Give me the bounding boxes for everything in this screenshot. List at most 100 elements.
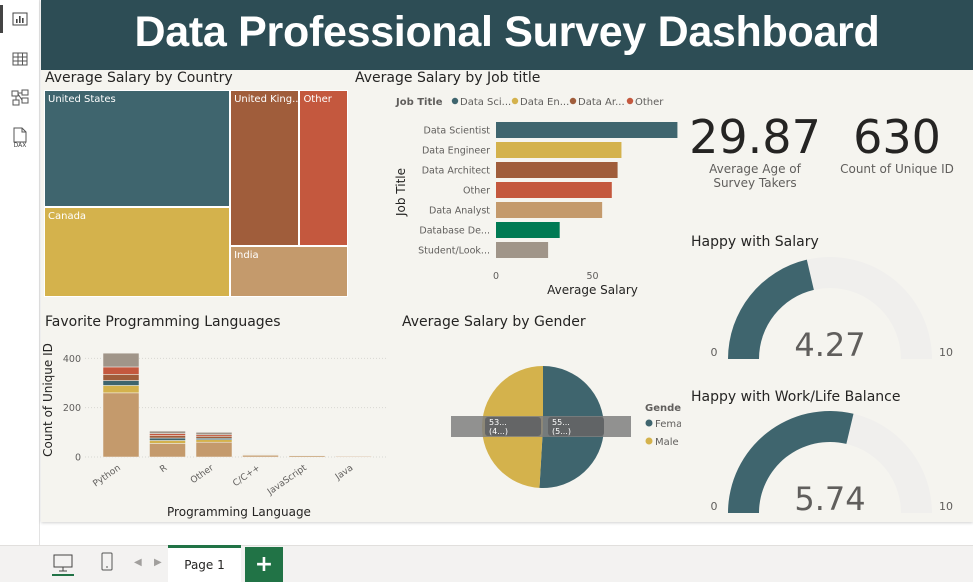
- unique-id-count-label: Count of Unique ID: [840, 162, 954, 176]
- job-bar: [496, 242, 549, 258]
- treemap-tile[interactable]: Canada: [44, 206, 231, 297]
- treemap-tile[interactable]: India: [230, 246, 348, 297]
- job-x-axis-label: Average Salary: [547, 283, 638, 297]
- lang-bar-segment: [102, 392, 140, 458]
- happy-balance-gauge: 5.74 0 10: [711, 411, 953, 518]
- lang-bar-segment: [149, 433, 186, 436]
- gender-data-label-sub: (5...): [552, 427, 571, 436]
- gauge-min-label: 0: [711, 346, 718, 359]
- job-title-bar-chart: Job Title Data Sci... Data En... Data Ar...…: [394, 97, 680, 297]
- programming-languages-stacked-chart: 0 200 400 Python R Other C/C++ JavaScript Java Pr…: [41, 343, 387, 519]
- happy-salary-gauge: 4.27 0 10: [711, 257, 953, 364]
- job-legend-title: Job Title: [395, 97, 443, 108]
- languages-visual-title: Favorite Programming Languages: [45, 314, 281, 330]
- treemap-tile-label: United States: [48, 94, 116, 105]
- lang-bar-segment: [195, 439, 233, 443]
- lang-x-tick: Java: [333, 463, 355, 483]
- average-age-value: 29.87: [689, 110, 821, 164]
- job-tick-label: Data Architect: [422, 166, 491, 177]
- mobile-layout-icon[interactable]: [100, 552, 114, 572]
- dax-view-icon[interactable]: DAX: [9, 127, 31, 149]
- gender-data-label-box: [485, 417, 541, 436]
- next-page-icon[interactable]: ▶: [154, 557, 162, 568]
- unique-id-count-value: 630: [853, 110, 941, 164]
- lang-bar-segment: [102, 385, 140, 394]
- lang-bar-segment: [149, 440, 186, 444]
- treemap-tile[interactable]: United King...: [230, 90, 302, 247]
- job-bar: [496, 122, 678, 138]
- lang-bar-segment: [195, 432, 233, 436]
- job-bar: [496, 202, 603, 218]
- happy-balance-title: Happy with Work/Life Balance: [691, 389, 901, 405]
- job-legend-label: Data En...: [520, 97, 569, 108]
- lang-x-tick: R: [158, 463, 169, 475]
- previous-page-icon[interactable]: ◀: [134, 557, 142, 568]
- view-switcher-rail: DAX: [0, 0, 40, 545]
- dashboard-title: Data Professional Survey Dashboard: [134, 8, 880, 56]
- lang-x-tick: JavaScript: [265, 463, 309, 498]
- report-view-icon[interactable]: [9, 8, 31, 30]
- gender-pie-chart: 55...(5...) 53...(4...) Gender Female Male: [451, 366, 681, 488]
- lang-bar-segment: [149, 443, 186, 458]
- lang-bar-segment: [102, 380, 140, 386]
- job-bar: [496, 222, 560, 238]
- dax-label: DAX: [14, 142, 27, 149]
- job-tick-label: Database De...: [419, 226, 490, 237]
- treemap-tile-label: United King...: [234, 94, 302, 105]
- model-view-icon[interactable]: [9, 87, 31, 109]
- lang-bar-segment: [195, 441, 233, 458]
- job-tick-label: Student/Look...: [418, 246, 490, 257]
- job-legend-label: Data Sci...: [460, 97, 511, 108]
- gauge-min-label: 0: [711, 500, 718, 513]
- job-legend-marker: [511, 97, 519, 105]
- job-bar: [496, 162, 618, 178]
- gauge-value: 5.74: [794, 480, 865, 518]
- country-visual-title: Average Salary by Country: [45, 70, 233, 86]
- lang-bar-segment: [102, 352, 140, 368]
- job-tick-label: Data Analyst: [429, 206, 490, 217]
- lang-bar-segment: [149, 435, 186, 439]
- job-tick-label: Data Scientist: [424, 126, 491, 137]
- lang-bar-segment: [102, 366, 140, 375]
- job-bar: [496, 142, 622, 158]
- treemap-tile-label: Other: [303, 94, 332, 105]
- lang-bar-segment: [149, 437, 186, 441]
- gauge-max-label: 10: [939, 346, 953, 359]
- desktop-layout-icon[interactable]: [52, 552, 74, 576]
- average-age-label: Average Age of Survey Takers: [679, 162, 831, 190]
- job-tick-label: Data Engineer: [422, 146, 490, 157]
- page-navigation-bar: ◀ ▶ Page 1 +: [0, 545, 973, 582]
- lang-y-axis-label: Count of Unique ID: [41, 343, 55, 457]
- add-page-button[interactable]: +: [245, 547, 283, 582]
- lang-x-tick: Other: [189, 463, 216, 486]
- treemap-tile-label: Canada: [48, 210, 87, 222]
- job-legend-marker: [569, 97, 577, 105]
- job-y-axis-label: Job Title: [394, 168, 408, 217]
- gauge-value: 4.27: [794, 326, 865, 364]
- gender-legend-label: Male: [655, 437, 679, 448]
- lang-bar-segment: [195, 436, 233, 439]
- country-treemap: United States Canada United King... Other In…: [44, 90, 348, 297]
- job-x-tick: 0: [493, 271, 499, 282]
- happy-salary-title: Happy with Salary: [691, 234, 819, 250]
- gender-legend-title: Gender: [645, 403, 681, 414]
- job-bar: [496, 182, 612, 198]
- lang-bar-segment: [149, 430, 186, 434]
- gauge-max-label: 10: [939, 500, 953, 513]
- gauge-fill: [728, 411, 854, 513]
- gauge-fill: [728, 259, 814, 359]
- treemap-tile[interactable]: United States: [44, 90, 231, 207]
- lang-y-tick: 0: [75, 453, 81, 464]
- job-visual-title: Average Salary by Job title: [355, 70, 541, 86]
- average-age-label-line2: Survey Takers: [713, 176, 797, 190]
- lang-y-tick: 400: [63, 354, 81, 365]
- table-view-icon[interactable]: [9, 48, 31, 70]
- job-legend-marker: [451, 97, 459, 105]
- treemap-tile[interactable]: Other: [299, 90, 348, 247]
- report-canvas: Data Professional Survey Dashboard Avera…: [41, 0, 973, 522]
- treemap-tile-label: India: [234, 250, 259, 262]
- gender-data-label: 53...: [489, 418, 507, 427]
- page-tab-page-1[interactable]: Page 1: [168, 545, 241, 582]
- gender-legend-marker: [645, 419, 653, 427]
- average-age-label-line1: Average Age of: [709, 162, 801, 176]
